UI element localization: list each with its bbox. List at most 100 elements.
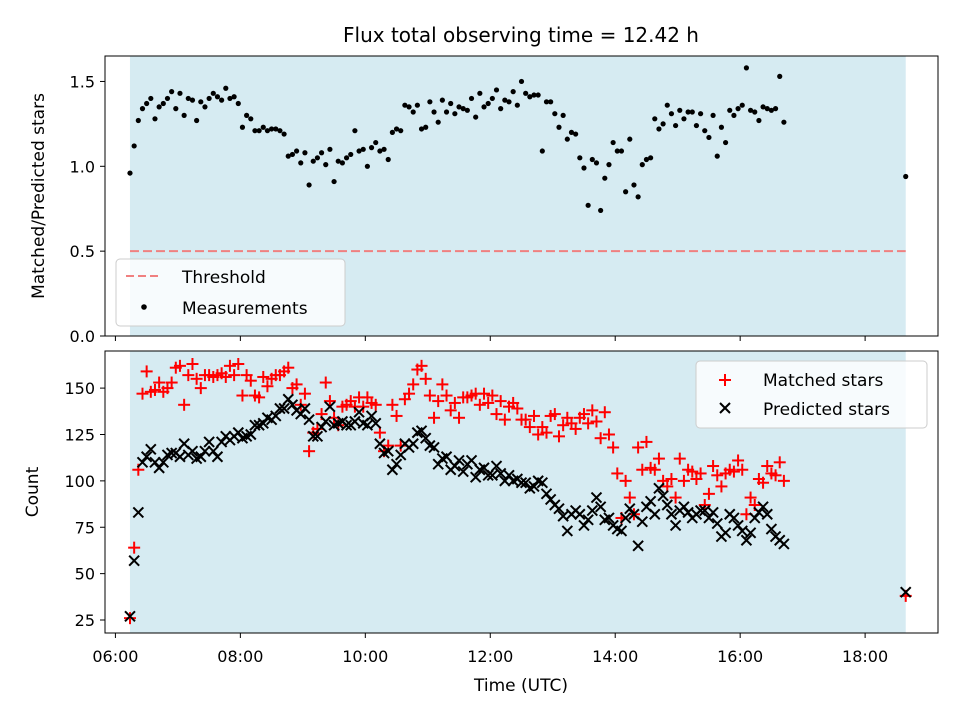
measurement-point [393,126,400,132]
x-tick-label: 16:00 [717,647,763,666]
matched-star-point [648,463,661,476]
measurement-point [506,99,512,105]
measurement-point [568,129,575,135]
measurement-point [531,92,537,98]
matched-star-point [390,409,403,422]
predicted-star-point [586,504,599,517]
top-measurement-points [127,65,909,214]
y-tick-label: 100 [64,472,95,491]
predicted-star-point [249,419,261,431]
measurement-point [402,102,408,108]
measurement-point [164,95,171,102]
measurement-point [706,134,712,141]
predicted-star-point [453,454,465,467]
measurement-point [664,102,670,108]
measurement-point [189,97,196,103]
predicted-star-point [303,413,315,426]
predicted-star-point [765,523,778,535]
measurement-point [564,136,570,142]
predicted-star-point [353,406,365,418]
measurement-point [339,160,346,166]
measurement-point [652,116,658,122]
measurement-point [360,146,366,152]
measurement-point [227,95,233,102]
predicted-star-point [174,451,186,463]
measurement-point [364,163,370,169]
x-tick-label: 10:00 [342,647,388,666]
measurement-point [269,126,275,132]
measurement-point [260,124,266,130]
predicted-star-point [736,525,748,537]
x-tick-label: 18:00 [842,647,888,666]
measurement-point [277,128,283,134]
predicted-star-point [465,454,478,467]
matched-star-point [673,452,686,465]
measurement-point [668,111,675,117]
matched-star-point [490,408,503,421]
predicted-star-point [711,517,723,530]
matched-star-point [148,383,161,396]
matched-star-point [590,415,603,428]
measurement-point [489,95,495,102]
measurement-point [177,90,183,96]
measurement-point [681,116,687,122]
matched-star-point [552,430,565,443]
measurement-point [181,112,187,118]
predicted-star-point [657,490,669,502]
matched-star-point [686,465,699,478]
matched-star-point [761,460,774,473]
measurement-point [385,156,391,163]
predicted-star-point [761,508,773,520]
measurement-point [423,124,429,130]
measurement-point [252,128,258,134]
measurement-point [152,116,158,122]
predicted-star-point [757,501,769,513]
y-tick-label: 0.0 [70,327,95,346]
measurement-point [256,128,262,134]
matched-star-point [727,465,740,478]
predicted-star-point [594,501,607,513]
predicted-star-point [740,534,753,546]
measurement-point [144,100,150,107]
predicted-star-point [361,419,374,431]
bottom-panel: 25 50 75 100 125 150 06:00 08:00 10:00 12:00 14:0… [23,350,939,696]
predicted-star-point [486,469,499,482]
predicted-star-point [132,506,145,519]
matched-star-point [473,398,486,411]
matched-star-point [677,474,690,487]
matched-star-point [369,398,382,411]
matched-star-point [598,406,611,419]
bottom-y-axis-label: Count [23,466,43,517]
y-tick-label: 1.5 [70,72,95,91]
measurement-point [585,202,591,208]
y-tick-label: 75 [75,518,95,537]
predicted-star-point [324,400,336,413]
measurement-point [160,100,166,107]
predicted-star-point [124,610,136,623]
measurement-point [772,106,779,112]
top-chart-title: Flux total observing time = 12.42 h [343,23,699,47]
measurement-point [610,139,616,146]
measurement-point [464,107,470,113]
matched-star-point [386,398,399,411]
measurement-point [335,158,341,164]
matched-star-point [140,365,153,378]
matched-star-point [123,612,136,625]
x-tick-label: 12:00 [467,647,513,666]
top-panel: Flux total observing time = 12.42 h 0.00… [29,23,939,346]
measurement-point [485,100,491,107]
measurement-point [127,170,133,176]
matched-star-point [478,387,491,400]
bottom-legend: Matched stars Predicted stars [695,360,928,429]
measurement-point [452,111,458,117]
measurement-point [473,114,479,120]
measurement-point [514,102,520,108]
measurement-point [493,87,500,93]
measurement-point [527,94,533,100]
matched-star-point [165,376,178,389]
measurement-point [689,109,695,115]
measurement-point [223,85,229,91]
matched-star-point [777,474,790,487]
matched-star-point [711,469,724,482]
